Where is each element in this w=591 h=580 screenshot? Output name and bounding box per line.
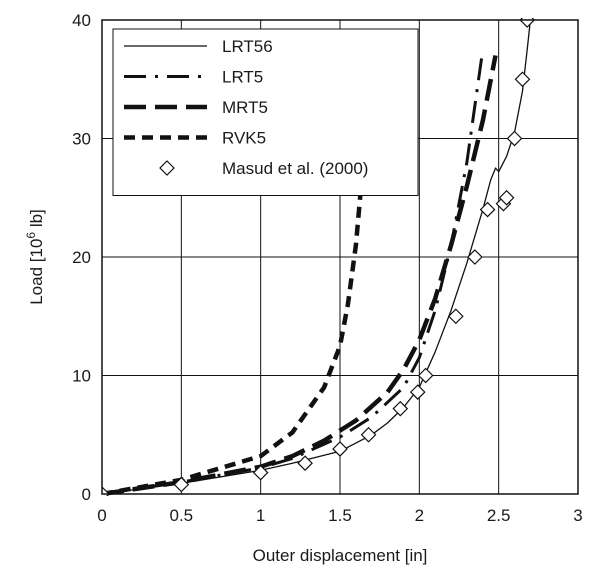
data-point-masud: [479, 201, 496, 218]
data-point-masud: [447, 308, 464, 325]
legend-item-mrt5-label: MRT5: [222, 98, 268, 117]
legend-item-lrt5-label: LRT5: [222, 68, 263, 87]
data-point-masud: [360, 426, 377, 443]
y-tick-label: 10: [72, 367, 91, 386]
y-axis-title-main: Load [10: [27, 239, 46, 305]
y-axis-title: Load [106 lb]: [24, 209, 46, 305]
data-point-masud: [173, 476, 190, 493]
series-layer: [102, 18, 536, 496]
y-axis-title-unit: lb]: [27, 209, 46, 232]
data-point-masud: [467, 249, 483, 265]
series-line-rvk5: [102, 138, 368, 496]
data-point-masud: [498, 189, 515, 206]
x-tick-label: 1.5: [328, 506, 352, 525]
legend-item-rvk5-label: RVK5: [222, 129, 266, 148]
x-tick-label: 2: [415, 506, 424, 525]
legend-item-lrt56-label: LRT56: [222, 37, 273, 56]
plot-frame: [101, 19, 579, 495]
legend: LRT56 LRT5 MRT5 RVK5 Masud et al. (2000): [112, 28, 419, 196]
x-tick-label: 1: [256, 506, 265, 525]
x-tick-label: 0: [97, 506, 106, 525]
y-tick-label: 20: [72, 248, 91, 267]
legend-swatch-masud: [159, 160, 175, 176]
x-tick-label: 2.5: [487, 506, 511, 525]
y-tick-label: 40: [72, 11, 91, 30]
data-point-masud: [332, 441, 348, 457]
data-point-masud: [417, 367, 434, 384]
y-axis-title-superscript: 6: [24, 232, 38, 239]
data-point-masud: [392, 400, 409, 417]
y-tick-label: 30: [72, 130, 91, 149]
data-point-masud: [297, 455, 313, 472]
x-tick-label: 0.5: [170, 506, 194, 525]
data-point-masud: [252, 464, 269, 481]
data-point-masud: [514, 71, 531, 88]
series-line-mrt5: [102, 55, 498, 496]
data-point-masud: [409, 384, 426, 400]
legend-item-masud-et-al-2000--label: Masud et al. (2000): [222, 159, 368, 178]
data-point-masud: [506, 130, 523, 147]
y-tick-label: 0: [82, 485, 91, 504]
x-tick-label: 3: [573, 506, 582, 525]
x-axis-title: Outer displacement [in]: [253, 546, 428, 565]
